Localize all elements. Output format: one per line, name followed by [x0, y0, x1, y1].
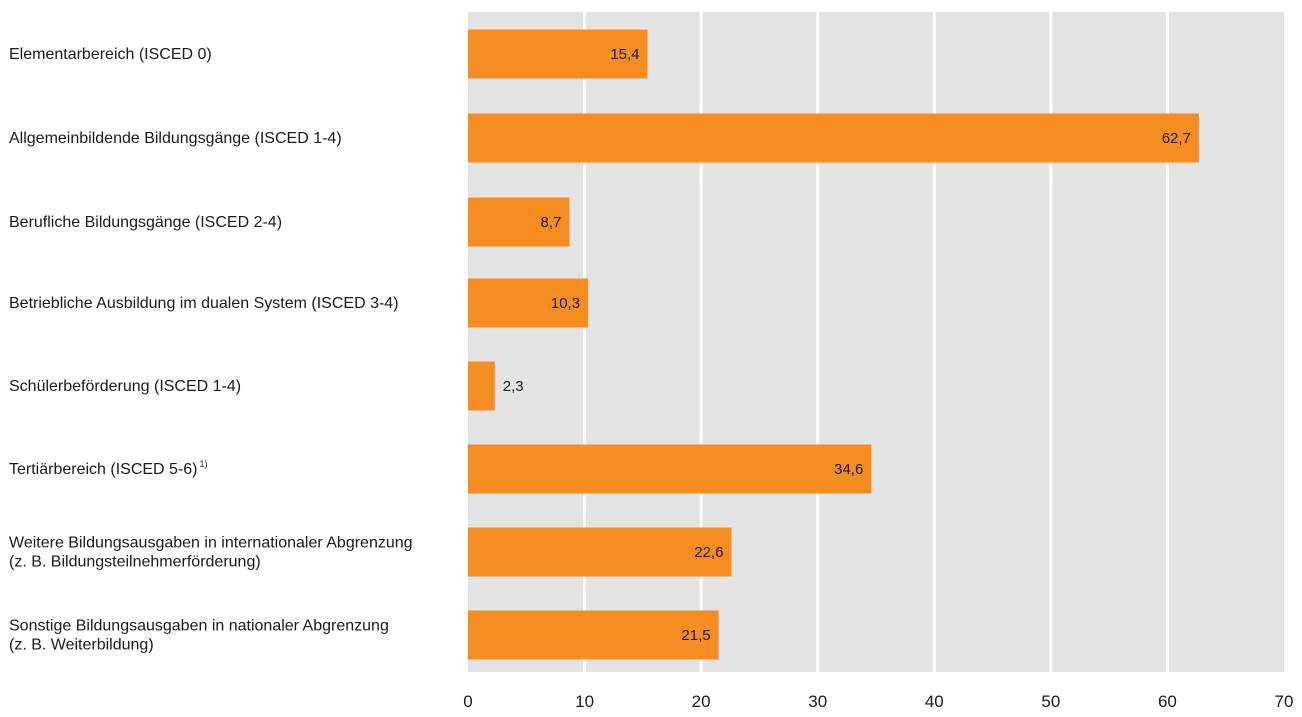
value-label-7: 22,6: [694, 544, 723, 561]
value-label-1: 15,4: [610, 46, 639, 63]
bar-6: [468, 444, 872, 494]
bar-8: [468, 610, 719, 660]
bar-1: [468, 29, 648, 79]
bar-4: [468, 278, 589, 328]
x-tick-label-10: 10: [575, 692, 594, 711]
x-tick-label-70: 70: [1275, 692, 1294, 711]
category-label-7-line-2: (z. B. Bildungsteilnehmerförderung): [9, 554, 261, 571]
bar-7: [468, 527, 732, 577]
category-label-6: Tertiärbereich (ISCED 5-6) 1): [9, 459, 208, 478]
bar-3: [468, 197, 570, 247]
category-label-3: Berufliche Bildungsgänge (ISCED 2-4): [9, 214, 282, 231]
x-tick-label-60: 60: [1158, 692, 1177, 711]
category-label-4: Betriebliche Ausbildung im dualen System…: [9, 295, 399, 312]
value-label-6: 34,6: [834, 461, 863, 478]
value-label-5: 2,3: [503, 378, 524, 395]
x-tick-label-50: 50: [1041, 692, 1060, 711]
category-label-8-line-1: Sonstige Bildungsausgaben in nationaler …: [9, 618, 389, 635]
category-label-5: Schülerbeförderung (ISCED 1-4): [9, 378, 241, 395]
value-label-8: 21,5: [681, 627, 710, 644]
category-label-1: Elementarbereich (ISCED 0): [9, 46, 212, 63]
category-label-8-line-2: (z. B. Weiterbildung): [9, 637, 154, 654]
category-label-2: Allgemeinbildende Bildungsgänge (ISCED 1…: [9, 130, 342, 147]
bar-5: [468, 361, 495, 411]
x-tick-label-40: 40: [925, 692, 944, 711]
value-label-4: 10,3: [551, 295, 580, 312]
x-tick-label-0: 0: [463, 692, 472, 711]
value-label-3: 8,7: [541, 214, 562, 231]
footnote-mark: 1): [200, 459, 208, 469]
value-label-2: 62,7: [1162, 130, 1191, 147]
x-tick-label-30: 30: [808, 692, 827, 711]
category-label-7-line-1: Weitere Bildungsausgaben in internationa…: [9, 535, 413, 552]
bar-2: [468, 113, 1199, 163]
x-tick-label-20: 20: [692, 692, 711, 711]
